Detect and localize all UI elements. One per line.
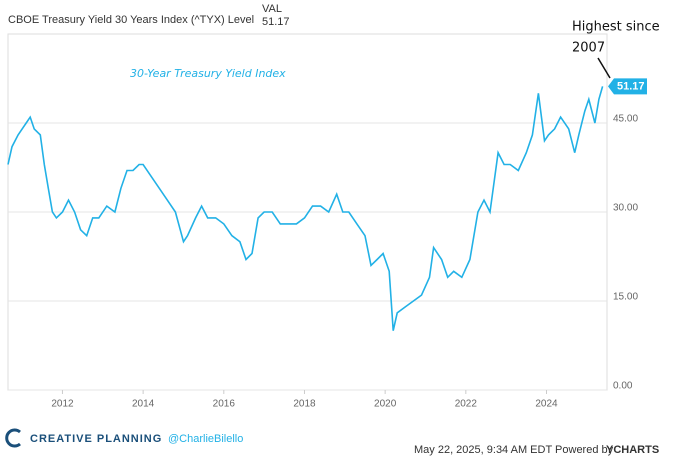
x-tick-label: 2018 — [293, 399, 316, 410]
brand: CREATIVE PLANNING — [30, 433, 162, 445]
x-tick-label: 2022 — [455, 399, 478, 410]
timestamp: May 22, 2025, 9:34 AM EDT Powered by — [414, 444, 614, 456]
y-tick-label: 30.00 — [613, 203, 638, 214]
last-value-label: 51.17 — [617, 80, 645, 92]
legend-header: VAL — [262, 3, 282, 15]
legend-value: 51.17 — [262, 16, 290, 28]
x-tick-label: 2016 — [213, 399, 236, 410]
annotation: 2007 — [572, 41, 605, 56]
x-tick-label: 2012 — [51, 399, 74, 410]
annotation-arrow — [597, 57, 611, 79]
series-name: CBOE Treasury Yield 30 Years Index (^TYX… — [8, 14, 254, 26]
series-line — [7, 86, 604, 331]
x-tick-label: 2020 — [374, 399, 397, 410]
last-value-tag — [608, 78, 647, 95]
x-tick-label: 2024 — [535, 399, 558, 410]
y-tick-label: 15.00 — [613, 292, 638, 303]
x-tick-label: 2014 — [132, 399, 155, 410]
y-tick-label: 45.00 — [613, 114, 638, 125]
chart-title: 30-Year Treasury Yield Index — [130, 67, 286, 80]
y-tick-label: 0.00 — [613, 381, 633, 392]
source: YCHARTS — [606, 444, 659, 456]
handle: @CharlieBilello — [168, 433, 243, 445]
annotation: Highest since — [572, 20, 660, 35]
logo — [5, 428, 21, 448]
